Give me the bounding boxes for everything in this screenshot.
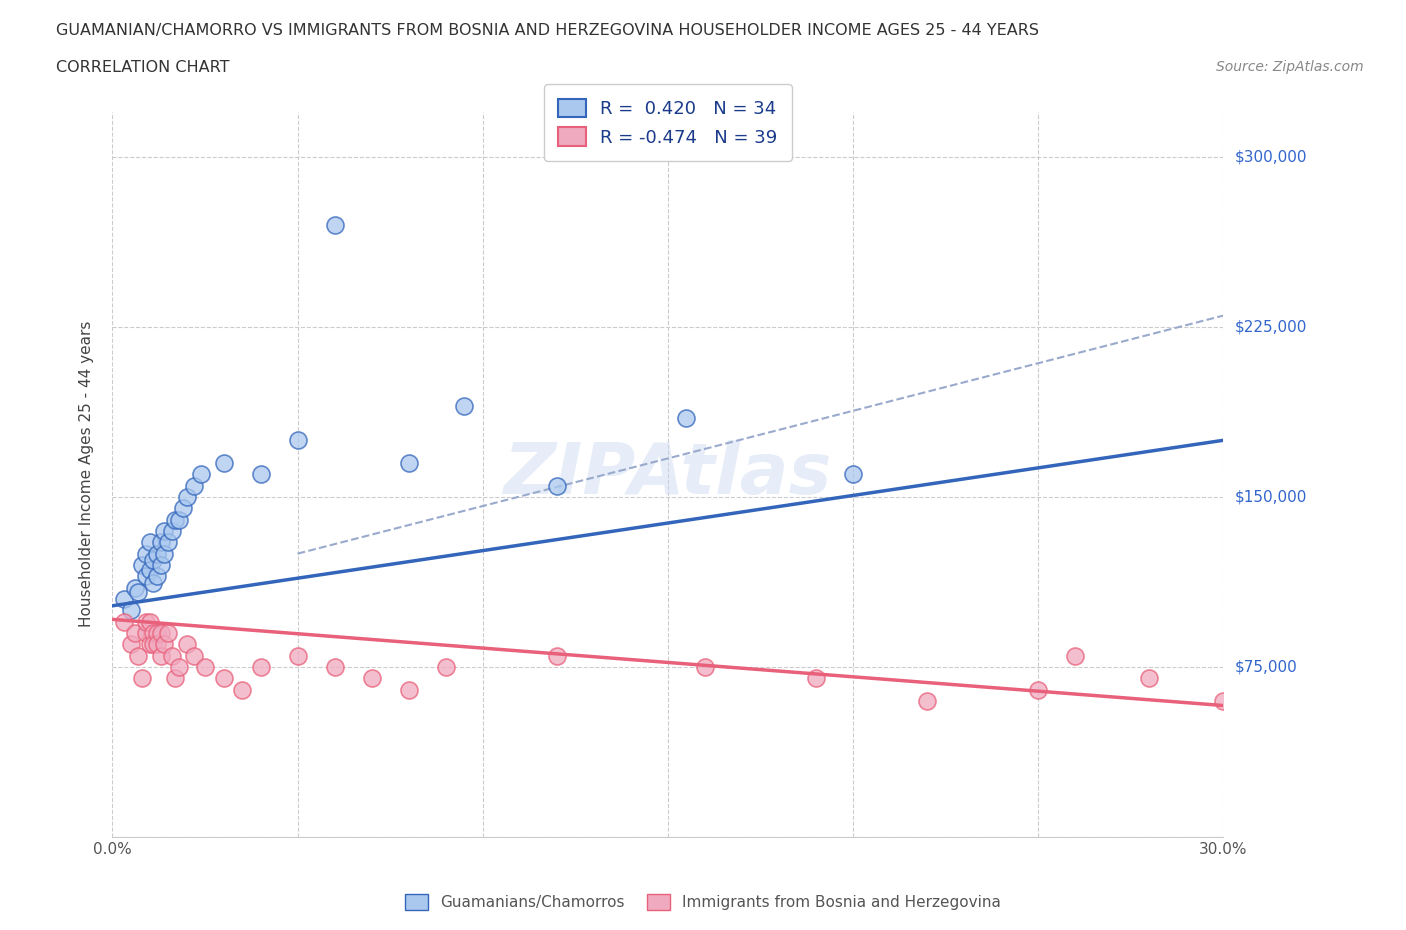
Point xyxy=(131,671,153,685)
Legend: R =  0.420   N = 34, R = -0.474   N = 39: R = 0.420 N = 34, R = -0.474 N = 39 xyxy=(544,85,792,161)
Point xyxy=(138,637,160,652)
Point xyxy=(120,637,142,652)
Text: $300,000: $300,000 xyxy=(1234,150,1306,165)
Y-axis label: Householder Income Ages 25 - 44 years: Householder Income Ages 25 - 44 years xyxy=(79,321,94,628)
Point xyxy=(167,512,190,527)
Point xyxy=(135,569,157,584)
Point xyxy=(434,659,457,674)
Point xyxy=(194,659,217,674)
Point xyxy=(149,558,172,573)
Point xyxy=(183,478,205,493)
Point xyxy=(142,637,165,652)
Point xyxy=(165,671,187,685)
Point xyxy=(287,432,309,447)
Text: $150,000: $150,000 xyxy=(1234,489,1306,504)
Text: Source: ZipAtlas.com: Source: ZipAtlas.com xyxy=(1216,60,1364,74)
Point xyxy=(915,694,938,709)
Point xyxy=(398,456,420,471)
Point xyxy=(153,524,176,538)
Point xyxy=(131,558,153,573)
Text: $75,000: $75,000 xyxy=(1234,659,1298,674)
Point xyxy=(149,648,172,663)
Point xyxy=(167,659,190,674)
Point xyxy=(176,489,198,504)
Point xyxy=(146,569,169,584)
Point xyxy=(693,659,716,674)
Text: ZIPAtlas: ZIPAtlas xyxy=(503,440,832,509)
Point xyxy=(153,546,176,561)
Point xyxy=(1064,648,1087,663)
Point xyxy=(453,399,475,414)
Point xyxy=(675,410,697,425)
Point xyxy=(135,614,157,629)
Point xyxy=(124,626,146,641)
Point xyxy=(146,637,169,652)
Point xyxy=(138,562,160,577)
Point xyxy=(249,659,271,674)
Legend: Guamanians/Chamorros, Immigrants from Bosnia and Herzegovina: Guamanians/Chamorros, Immigrants from Bo… xyxy=(399,888,1007,916)
Point xyxy=(142,553,165,568)
Point xyxy=(146,626,169,641)
Point xyxy=(138,614,160,629)
Point xyxy=(157,535,180,550)
Point xyxy=(323,218,346,232)
Point xyxy=(176,637,198,652)
Point xyxy=(212,671,235,685)
Point xyxy=(127,585,149,600)
Point xyxy=(135,626,157,641)
Point xyxy=(546,648,568,663)
Point xyxy=(546,478,568,493)
Point xyxy=(153,637,176,652)
Point xyxy=(149,626,172,641)
Point xyxy=(124,580,146,595)
Point xyxy=(249,467,271,482)
Point xyxy=(1212,694,1234,709)
Point xyxy=(157,626,180,641)
Point xyxy=(842,467,865,482)
Point xyxy=(1026,683,1049,698)
Point xyxy=(212,456,235,471)
Point xyxy=(127,648,149,663)
Point xyxy=(1137,671,1160,685)
Point xyxy=(323,659,346,674)
Point xyxy=(142,576,165,591)
Point xyxy=(804,671,827,685)
Point xyxy=(160,524,183,538)
Point xyxy=(120,603,142,618)
Point xyxy=(398,683,420,698)
Point xyxy=(149,535,172,550)
Point xyxy=(138,535,160,550)
Text: CORRELATION CHART: CORRELATION CHART xyxy=(56,60,229,75)
Point xyxy=(112,614,135,629)
Point xyxy=(231,683,253,698)
Point xyxy=(160,648,183,663)
Text: $225,000: $225,000 xyxy=(1234,319,1306,335)
Point xyxy=(183,648,205,663)
Point xyxy=(172,501,194,516)
Point xyxy=(146,546,169,561)
Point xyxy=(287,648,309,663)
Point xyxy=(112,591,135,606)
Point xyxy=(142,626,165,641)
Point xyxy=(135,546,157,561)
Point xyxy=(360,671,382,685)
Text: GUAMANIAN/CHAMORRO VS IMMIGRANTS FROM BOSNIA AND HERZEGOVINA HOUSEHOLDER INCOME : GUAMANIAN/CHAMORRO VS IMMIGRANTS FROM BO… xyxy=(56,23,1039,38)
Point xyxy=(190,467,212,482)
Point xyxy=(165,512,187,527)
